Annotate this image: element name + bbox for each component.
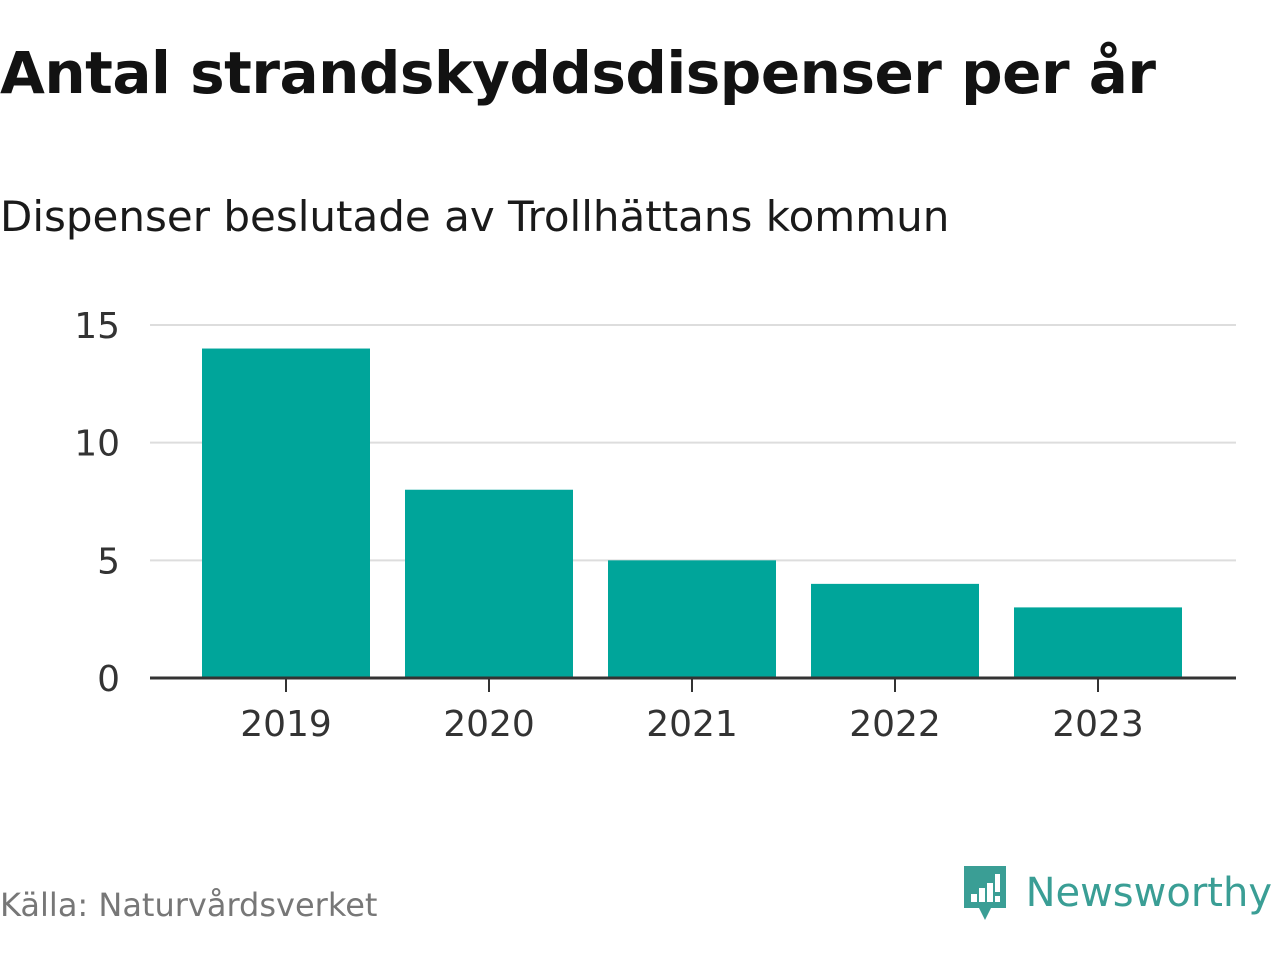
x-axis-ticks: 2019 2020 2021 2022 2023 [240, 678, 1144, 745]
bar-2023 [1014, 607, 1182, 678]
brand-name: Newsworthy [1025, 870, 1272, 916]
y-tick-label: 15 [74, 306, 120, 347]
chart-title: Antal strandskyddsdispenser per år [0, 39, 1156, 107]
chart-subtitle: Dispenser beslutade av Trollhättans komm… [0, 192, 950, 241]
newsworthy-logo-icon [963, 866, 1006, 920]
bar-2022 [811, 583, 979, 678]
y-tick-label: 0 [97, 659, 120, 700]
x-tick-label: 2019 [240, 704, 332, 745]
y-tick-label: 5 [97, 541, 120, 582]
bars [202, 348, 1182, 678]
y-tick-label: 10 [74, 424, 120, 465]
x-tick-label: 2022 [849, 704, 941, 745]
bar-2021 [608, 560, 776, 678]
bar-2019 [202, 348, 370, 678]
x-tick-label: 2020 [443, 704, 535, 745]
bar-chart: 0 5 10 15 2019 2020 2021 2022 2023 [74, 306, 1236, 745]
x-tick-label: 2023 [1052, 704, 1144, 745]
bar-2020 [405, 489, 573, 678]
brand-logo: Newsworthy [960, 862, 1272, 924]
y-axis-ticks: 0 5 10 15 [74, 306, 120, 700]
source-note: Källa: Naturvårdsverket [0, 886, 378, 924]
x-tick-label: 2021 [646, 704, 738, 745]
